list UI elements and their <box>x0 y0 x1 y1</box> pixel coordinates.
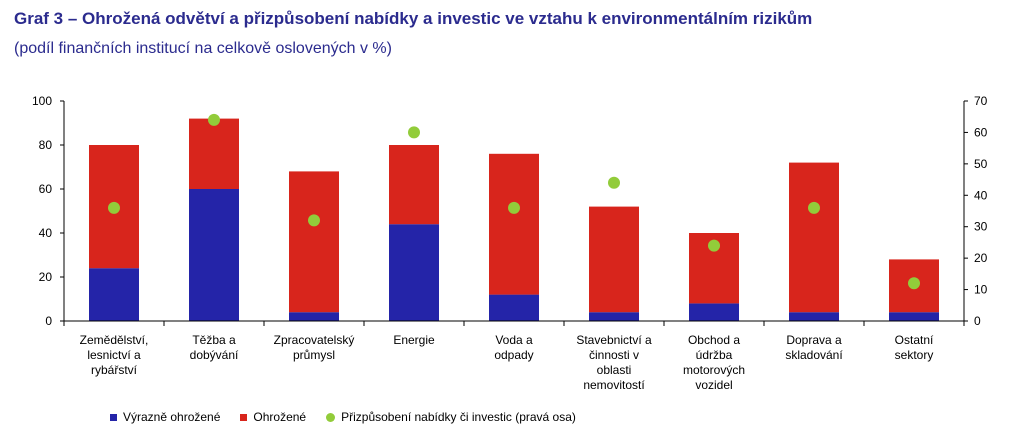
right-tick-label: 40 <box>974 188 988 202</box>
category-label: průmysl <box>293 348 335 362</box>
category-label: vozidel <box>695 378 732 392</box>
legend-item-ohrozene: Ohrožené <box>240 410 306 424</box>
category-label: činnosti v <box>589 348 639 362</box>
category-label: nemovitostí <box>583 378 645 392</box>
category-label: skladování <box>785 348 843 362</box>
left-tick-label: 100 <box>32 94 52 108</box>
right-tick-label: 50 <box>974 157 988 171</box>
bar-vyrazne-ohrozene <box>889 312 939 321</box>
category-label: Stavebnictví a <box>576 333 652 347</box>
right-tick-label: 0 <box>974 314 981 328</box>
category-label: Zpracovatelský <box>274 333 355 347</box>
legend-swatch-prizpusobeni <box>326 412 336 422</box>
right-tick-label: 10 <box>974 283 988 297</box>
legend-swatch-ohrozene <box>240 413 248 421</box>
category-label: sektory <box>895 348 934 362</box>
bar-ohrozene <box>589 206 639 313</box>
point-prizpusobeni <box>508 201 520 214</box>
bar-ohrozene <box>289 171 339 313</box>
bar-vyrazne-ohrozene <box>789 312 839 321</box>
bar-vyrazne-ohrozene <box>289 312 339 321</box>
category-label: Těžba a <box>192 333 236 347</box>
bar-vyrazne-ohrozene <box>89 268 139 321</box>
bar-ohrozene <box>789 162 839 313</box>
bar-vyrazne-ohrozene <box>489 294 539 321</box>
category-label: rybářství <box>91 363 138 377</box>
category-label: Voda a <box>495 333 533 347</box>
stacked-bar-chart: 0 20 40 60 80 100 0 10 20 30 40 50 60 70 Zemědělství,l… <box>32 94 988 392</box>
point-prizpusobeni <box>808 201 820 214</box>
category-label: lesnictví a <box>87 348 141 362</box>
bar-ohrozene <box>189 118 239 189</box>
point-prizpusobeni <box>608 176 620 189</box>
right-tick-label: 20 <box>974 251 988 265</box>
left-tick-label: 40 <box>39 226 53 240</box>
bar-ohrozene <box>389 145 439 225</box>
legend-item-prizpusobeni: Přizpůsobení nabídky či investic (pravá … <box>326 410 576 424</box>
point-prizpusobeni <box>308 214 320 227</box>
category-label: Obchod a <box>688 333 740 347</box>
legend-swatch-vyrazne <box>110 413 117 421</box>
bar-vyrazne-ohrozene <box>589 312 639 321</box>
category-label: Ostatní <box>895 333 934 347</box>
point-prizpusobeni <box>408 126 420 139</box>
point-prizpusobeni <box>208 113 220 126</box>
bar-vyrazne-ohrozene <box>389 224 439 321</box>
legend-item-vyrazne: Výrazně ohrožené <box>110 410 220 424</box>
category-label: Energie <box>393 333 435 347</box>
category-label: dobývání <box>190 348 239 362</box>
bar-ohrozene <box>489 153 539 295</box>
category-label: odpady <box>494 348 533 362</box>
left-tick-label: 60 <box>39 182 53 196</box>
left-tick-label: 20 <box>39 270 53 284</box>
chart-title: Graf 3 – Ohrožená odvětví a přizpůsobení… <box>14 9 813 28</box>
point-prizpusobeni <box>908 277 920 290</box>
point-prizpusobeni <box>108 201 120 214</box>
bar-vyrazne-ohrozene <box>189 189 239 321</box>
category-label: Zemědělství, <box>80 333 149 347</box>
category-label: motorových <box>683 363 745 377</box>
point-prizpusobeni <box>708 239 720 252</box>
right-tick-label: 70 <box>974 94 988 108</box>
legend-label-ohrozene: Ohrožené <box>253 410 307 424</box>
right-tick-label: 60 <box>974 125 988 139</box>
chart-legend: Výrazně ohrožené Ohrožené Přizpůsobení n… <box>110 410 596 424</box>
category-label: Doprava a <box>786 333 842 347</box>
right-tick-label: 30 <box>974 220 988 234</box>
legend-label-vyrazne: Výrazně ohrožené <box>123 410 221 424</box>
legend-label-prizpusobeni: Přizpůsobení nabídky či investic (pravá … <box>341 410 576 424</box>
category-label: údržba <box>696 348 733 362</box>
left-tick-label: 80 <box>39 138 53 152</box>
left-tick-label: 0 <box>45 314 52 328</box>
category-label: oblasti <box>597 363 632 377</box>
bar-vyrazne-ohrozene <box>689 303 739 321</box>
chart-subtitle: (podíl finančních institucí na celkově o… <box>14 40 392 57</box>
